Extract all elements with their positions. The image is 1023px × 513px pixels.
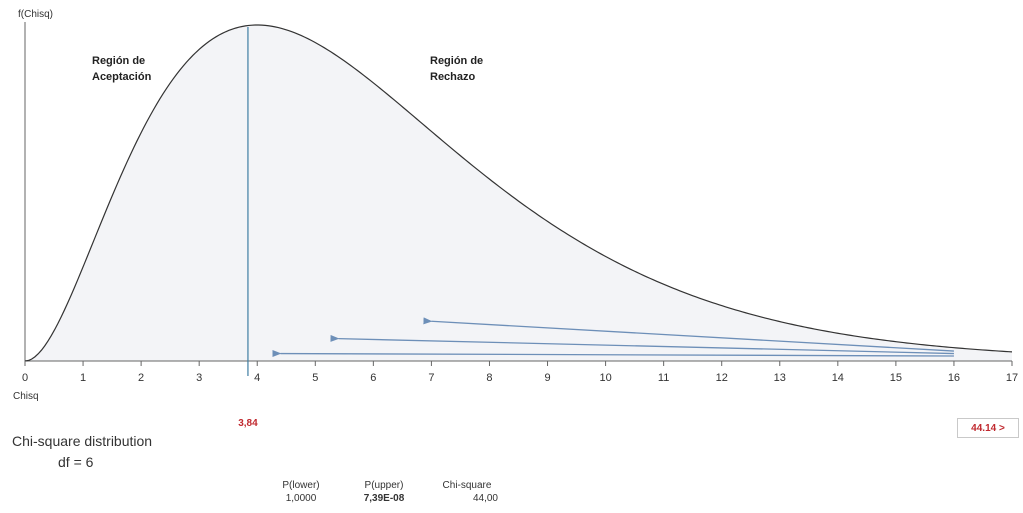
x-tick-label-0: 0 bbox=[22, 372, 28, 384]
p-lower-label: P(lower) bbox=[282, 480, 320, 491]
arrow-2 bbox=[330, 334, 954, 355]
reject-region-label-line1: Región de bbox=[430, 55, 483, 67]
chi-square-column: Chi-square 44,00 bbox=[436, 480, 498, 504]
x-tick-label-8: 8 bbox=[486, 372, 492, 384]
p-upper-value: 7,39E-08 bbox=[363, 493, 405, 504]
p-upper-label: P(upper) bbox=[364, 480, 404, 491]
reject-region-label-line2: Rechazo bbox=[430, 71, 476, 83]
critical-value-label: 3,84 bbox=[238, 418, 258, 429]
df-value: 6 bbox=[85, 454, 94, 470]
degrees-of-freedom: df = 6 bbox=[58, 454, 93, 470]
density-area bbox=[25, 25, 1012, 361]
x-tick-label-17: 17 bbox=[1006, 372, 1018, 384]
x-tick-label-15: 15 bbox=[890, 372, 902, 384]
x-tick-label-14: 14 bbox=[832, 372, 844, 384]
x-tick-label-1: 1 bbox=[80, 372, 86, 384]
x-tick-label-7: 7 bbox=[428, 372, 434, 384]
accept-region-label-line1: Región de bbox=[92, 55, 145, 67]
y-axis-label: f(Chisq) bbox=[18, 9, 53, 20]
x-axis-label: Chisq bbox=[13, 391, 39, 402]
density-curve bbox=[24, 24, 1013, 362]
x-tick-label-16: 16 bbox=[948, 372, 960, 384]
distribution-name: Chi-square distribution bbox=[12, 433, 153, 449]
x-tick-label-3: 3 bbox=[196, 372, 202, 384]
p-lower-column: P(lower) 1,0000 bbox=[276, 480, 326, 504]
overflow-value-box: 44.14 > bbox=[957, 418, 1019, 438]
x-tick-label-13: 13 bbox=[774, 372, 786, 384]
accept-region-label-line2: Aceptación bbox=[92, 71, 152, 83]
chi-square-value: 44,00 bbox=[472, 493, 498, 504]
x-tick-label-4: 4 bbox=[254, 372, 260, 384]
x-tick-label-5: 5 bbox=[312, 372, 318, 384]
arrow-3 bbox=[272, 350, 954, 358]
x-tick-label-9: 9 bbox=[544, 372, 550, 384]
chi-square-label: Chi-square bbox=[442, 480, 492, 491]
x-tick-label-2: 2 bbox=[138, 372, 144, 384]
x-tick-label-12: 12 bbox=[716, 372, 728, 384]
df-label: df = bbox=[58, 454, 82, 470]
x-tick-label-10: 10 bbox=[599, 372, 611, 384]
arrow-1 bbox=[423, 317, 954, 352]
overflow-value-label: 44.14 > bbox=[971, 422, 1005, 434]
p-lower-value: 1,0000 bbox=[285, 493, 317, 504]
x-tick-label-11: 11 bbox=[658, 372, 669, 384]
x-tick-label-6: 6 bbox=[370, 372, 376, 384]
p-upper-column: P(upper) 7,39E-08 bbox=[356, 480, 412, 504]
